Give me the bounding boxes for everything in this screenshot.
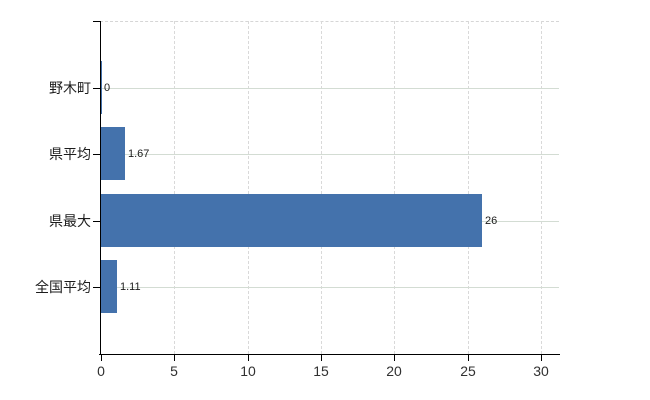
x-tick: [541, 355, 542, 361]
category-label: 県平均: [49, 146, 91, 162]
bar: [101, 127, 125, 180]
gridline-vertical: [394, 21, 395, 354]
category-tick: [93, 154, 100, 155]
x-tick-label: 20: [386, 363, 402, 379]
y-axis-end-tick: [93, 21, 100, 22]
gridline-vertical: [541, 21, 542, 354]
x-tick-label: 5: [170, 363, 178, 379]
x-tick: [101, 355, 102, 361]
category-tick: [93, 221, 100, 222]
category-label: 全国平均: [35, 279, 91, 295]
bar: [101, 61, 102, 114]
x-tick: [468, 355, 469, 361]
bar: [101, 194, 482, 247]
x-tick-label: 15: [313, 363, 329, 379]
y-axis-line: [100, 21, 101, 355]
bar: [101, 260, 117, 313]
x-tick: [321, 355, 322, 361]
value-label: 1.11: [120, 281, 141, 293]
value-label: 0: [104, 82, 111, 94]
gridline-vertical: [174, 21, 175, 354]
x-tick-label: 30: [533, 363, 549, 379]
x-tick-label: 10: [240, 363, 256, 379]
gridline-vertical: [321, 21, 322, 354]
gridline-horizontal: [101, 88, 559, 89]
plot-border-top: [100, 21, 559, 22]
category-tick: [93, 88, 100, 89]
value-label: 26: [485, 215, 498, 227]
category-label: 野木町: [49, 80, 91, 96]
category-label: 県最大: [49, 213, 91, 229]
x-tick: [394, 355, 395, 361]
value-label: 1.67: [128, 148, 150, 160]
gridline-horizontal: [101, 154, 559, 155]
gridline-vertical: [248, 21, 249, 354]
category-tick: [93, 287, 100, 288]
x-tick-label: 25: [460, 363, 476, 379]
gridline-horizontal: [101, 287, 559, 288]
x-tick: [174, 355, 175, 361]
gridline-vertical: [468, 21, 469, 354]
x-axis-line: [99, 354, 560, 355]
x-tick-label: 0: [97, 363, 105, 379]
x-tick: [248, 355, 249, 361]
